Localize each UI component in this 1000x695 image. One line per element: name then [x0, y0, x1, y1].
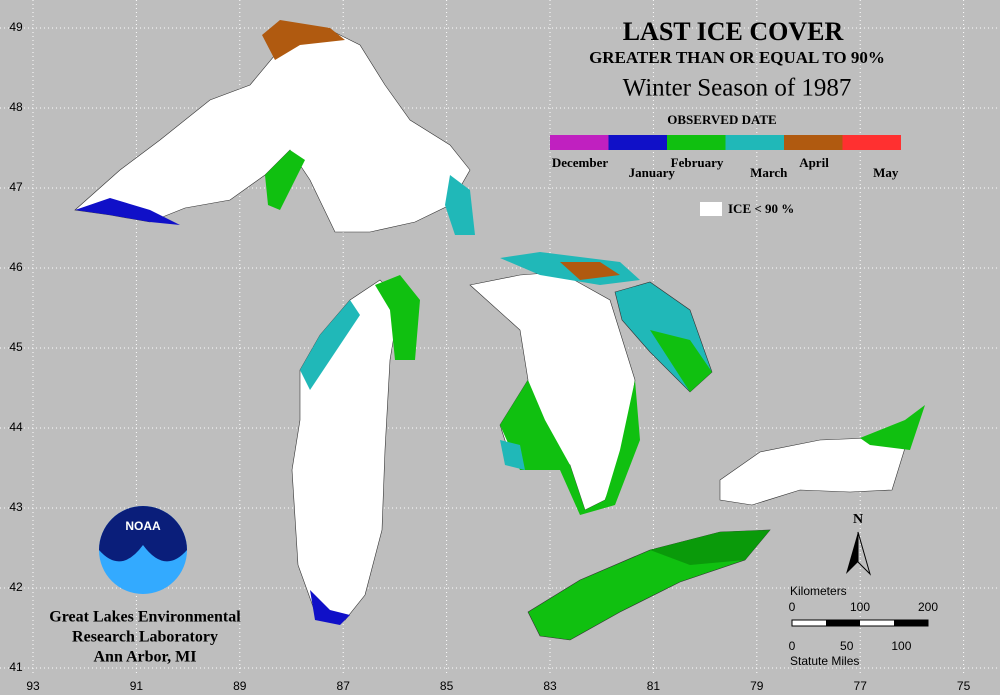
legend-swatch — [784, 135, 843, 150]
no-ice-label: ICE < 90 % — [728, 201, 794, 216]
legend-swatch — [725, 135, 784, 150]
ice-area — [445, 175, 475, 235]
legend-title: OBSERVED DATE — [667, 112, 776, 127]
season: Winter Season of 1987 — [623, 75, 852, 102]
longitude-label: 75 — [957, 679, 971, 693]
ice-area — [265, 150, 305, 210]
subtitle: GREATER THAN OR EQUAL TO 90% — [589, 48, 885, 67]
lake-superior — [74, 27, 471, 233]
north-arrow — [857, 531, 872, 576]
institution-line: Great Lakes Environmental — [49, 609, 241, 626]
legend-label: April — [799, 155, 829, 170]
legend-swatch — [550, 135, 609, 150]
latitude-label: 44 — [9, 420, 23, 434]
longitude-label: 91 — [130, 679, 144, 693]
north-label: N — [853, 512, 863, 527]
legend-label: February — [671, 155, 724, 170]
longitude-label: 77 — [854, 679, 868, 693]
legend-label: December — [552, 155, 609, 170]
longitude-label: 79 — [750, 679, 764, 693]
ice-area — [262, 20, 345, 60]
legend-label: March — [750, 165, 788, 180]
latitude-label: 42 — [9, 580, 23, 594]
logo-text: NOAA — [125, 519, 161, 533]
institution-line: Ann Arbor, MI — [94, 649, 197, 666]
latitude-label: 48 — [9, 100, 23, 114]
latitude-label: 45 — [9, 340, 23, 354]
mi-tick: 50 — [840, 639, 854, 653]
ice-area — [310, 590, 350, 625]
ice-area — [375, 275, 420, 360]
north-arrow — [846, 532, 858, 574]
legend-label: May — [873, 165, 899, 180]
longitude-label: 81 — [647, 679, 661, 693]
mi-tick: 100 — [891, 639, 911, 653]
mi-label: Statute Miles — [790, 654, 859, 668]
longitude-label: 93 — [26, 679, 40, 693]
scale-bar: Kilometers Statute Miles 0 100 200 0 50 100 — [789, 584, 939, 668]
scale-bar — [894, 620, 928, 626]
longitude-label: 89 — [233, 679, 247, 693]
logo-top — [99, 506, 187, 562]
institution-line: Research Laboratory — [72, 629, 218, 646]
longitude-label: 85 — [440, 679, 454, 693]
noaa-logo: NOAA — [99, 506, 187, 594]
latitude-label: 43 — [9, 500, 23, 514]
lake-ontario — [719, 437, 906, 506]
ice-area — [650, 330, 712, 392]
ice-area — [860, 405, 925, 450]
latitude-label: 47 — [9, 180, 23, 194]
legend-swatch — [608, 135, 667, 150]
legend-swatch — [667, 135, 726, 150]
scale-bar — [826, 620, 860, 626]
mi-tick: 0 — [789, 639, 796, 653]
legend-label: January — [629, 165, 676, 180]
ice-area — [500, 380, 640, 515]
ice-area — [560, 262, 620, 280]
latitude-label: 46 — [9, 260, 23, 274]
ice-area — [650, 530, 770, 565]
ice-area — [300, 300, 360, 390]
ice-area — [500, 440, 525, 470]
km-tick: 100 — [850, 600, 870, 614]
longitude-label: 87 — [337, 679, 351, 693]
latitude-label: 49 — [9, 20, 23, 34]
no-ice-swatch — [700, 202, 722, 216]
km-tick: 200 — [918, 600, 938, 614]
km-tick: 0 — [789, 600, 796, 614]
lakes — [74, 20, 925, 641]
latitude-label: 41 — [9, 660, 23, 674]
km-label: Kilometers — [790, 584, 847, 598]
legend-swatch — [842, 135, 901, 150]
ice-area — [75, 198, 180, 225]
longitude-label: 83 — [543, 679, 557, 693]
title: LAST ICE COVER — [623, 17, 844, 46]
